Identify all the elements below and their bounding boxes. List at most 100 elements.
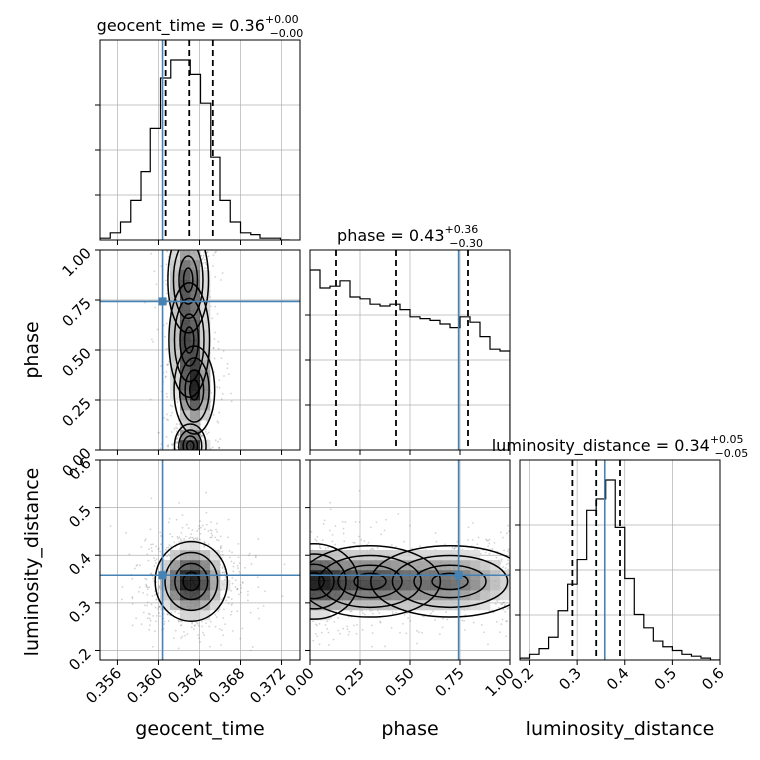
scatter-point — [219, 547, 222, 550]
scatter-point — [487, 545, 490, 548]
scatter-point — [173, 428, 176, 430]
scatter-point — [140, 546, 143, 548]
scatter-point — [155, 562, 157, 565]
scatter-point — [157, 592, 160, 594]
density-cell — [440, 580, 451, 591]
scatter-point — [499, 531, 502, 534]
scatter-point — [191, 622, 193, 625]
scatter-point — [177, 434, 180, 437]
scatter-point — [215, 528, 217, 531]
scatter-point — [157, 548, 160, 551]
scatter-point — [177, 434, 179, 437]
scatter-point — [236, 564, 239, 567]
density-cell — [180, 610, 191, 621]
scatter-point — [227, 536, 229, 539]
scatter-point — [495, 620, 498, 623]
scatter-point — [347, 633, 350, 636]
scatter-point — [505, 635, 507, 638]
scatter-point — [180, 532, 183, 534]
scatter-point — [370, 624, 373, 627]
scatter-point — [339, 632, 341, 635]
scatter-point — [212, 265, 214, 267]
panels-layer: 0.2 0.3 0.4 0.5 0.6 0.00 0.25 0.50 0.75 1.00 0.356… — [58, 39, 728, 707]
scatter-point — [247, 590, 249, 593]
scatter-point — [150, 543, 152, 546]
density-cell — [200, 270, 211, 281]
scatter-point — [434, 619, 436, 621]
title-geocent-time-median: 0.36 — [229, 16, 265, 35]
scatter-point — [444, 543, 446, 546]
scatter-point — [394, 545, 397, 548]
scatter-point — [150, 547, 153, 549]
density-cell — [390, 600, 401, 611]
scatter-point — [176, 441, 178, 444]
scatter-point — [165, 347, 168, 350]
density-cell — [350, 550, 361, 561]
scatter-point — [201, 434, 204, 437]
scatter-point — [372, 612, 374, 615]
scatter-point — [221, 571, 224, 574]
density-cell — [170, 270, 181, 281]
scatter-point — [236, 588, 239, 590]
scatter-point — [147, 612, 150, 615]
truth-marker — [454, 571, 463, 580]
scatter-point — [211, 446, 214, 449]
scatter-point — [148, 586, 151, 589]
scatter-point — [327, 631, 330, 634]
scatter-point — [150, 252, 153, 255]
scatter-point — [155, 558, 158, 561]
scatter-point — [232, 565, 235, 568]
scatter-point — [181, 620, 183, 623]
scatter-point — [371, 547, 374, 550]
scatter-point — [218, 628, 221, 631]
scatter-point — [142, 591, 145, 594]
scatter-point — [352, 541, 355, 544]
scatter-point — [131, 577, 134, 580]
scatter-point — [416, 642, 418, 645]
scatter-point — [501, 536, 504, 539]
scatter-point — [198, 527, 200, 530]
scatter-point — [361, 628, 364, 631]
scatter-point — [165, 392, 168, 395]
scatter-point — [137, 590, 140, 593]
density-cell — [200, 400, 211, 411]
contour-line — [182, 435, 199, 450]
density-cell — [190, 320, 201, 331]
density-cell — [180, 270, 191, 281]
scatter-point — [453, 548, 456, 550]
scatter-point — [500, 603, 503, 606]
scatter-point — [167, 444, 170, 446]
density-cell — [420, 560, 431, 571]
contour-line — [370, 545, 510, 618]
scatter-point — [173, 541, 176, 544]
density-cell — [380, 550, 391, 561]
scatter-point — [166, 395, 168, 398]
density-cell — [320, 580, 331, 591]
density-cell — [180, 370, 191, 381]
scatter-point — [218, 411, 221, 414]
scatter-point — [149, 619, 152, 622]
contour-line — [183, 326, 195, 354]
density-cell — [200, 280, 211, 291]
scatter-point — [198, 525, 201, 527]
scatter-point — [467, 539, 469, 541]
scatter-point — [504, 604, 506, 606]
scatter-point — [159, 535, 162, 537]
scatter-point — [164, 279, 167, 282]
scatter-point — [488, 538, 491, 541]
scatter-point — [219, 546, 222, 549]
density-cell — [320, 560, 331, 571]
scatter-point — [369, 609, 372, 612]
histogram-step — [310, 269, 510, 450]
scatter-point — [484, 551, 487, 554]
scatter-point — [315, 540, 318, 542]
scatter-point — [151, 595, 154, 597]
scatter-point — [191, 536, 194, 539]
scatter-point — [380, 533, 383, 536]
density-cell — [170, 360, 181, 371]
density-cell — [440, 600, 451, 611]
scatter-point — [494, 602, 497, 605]
scatter-point — [234, 586, 237, 588]
scatter-point — [501, 618, 504, 621]
density-cell — [200, 550, 211, 561]
